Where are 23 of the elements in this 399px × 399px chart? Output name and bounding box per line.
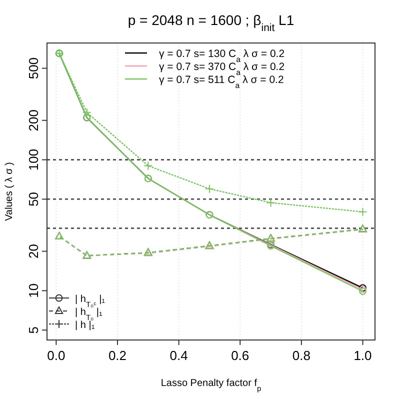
style-key: | h$_{T₀ᶜ}$ |₁ | h$_{T₀}$ |₁ | h |₁ bbox=[48, 294, 106, 331]
y-tick-label: 10 bbox=[26, 283, 41, 298]
y-axis-title: Values ( λ σ ) bbox=[4, 162, 15, 221]
x-tick-label: 1.0 bbox=[354, 348, 372, 363]
annotation: | h |₁ bbox=[75, 320, 96, 331]
y-tick-label: 5 bbox=[26, 326, 41, 334]
y-tick-label: 100 bbox=[26, 148, 41, 171]
y-tick-label: 200 bbox=[26, 110, 41, 132]
x-tick-label: 0.2 bbox=[108, 348, 127, 363]
x-tick-label: 0.4 bbox=[170, 348, 188, 363]
legend-label: γ = 0.7 s= 370 C$_{a}$ λ σ = 0.2 bbox=[159, 61, 285, 76]
y-tick-label: 500 bbox=[26, 57, 41, 80]
y-tick-label: 50 bbox=[26, 192, 41, 206]
y-tick-label: 20 bbox=[26, 244, 41, 259]
legend-label: γ = 0.7 s= 130 C$_{a}$ λ σ = 0.2 bbox=[159, 48, 285, 64]
x-axis-title: Lasso Penalty factor f$_{p}$ bbox=[160, 378, 262, 392]
chart-title: p = 2048 n = 1600 ; β$_{init}$ L1 bbox=[128, 12, 294, 34]
x-tick-label: 0.8 bbox=[292, 348, 310, 363]
annotation: | h$_{T₀ᶜ}$ |₁ bbox=[75, 294, 106, 308]
legend-label: γ = 0.7 s= 511 C$_{a}$ λ σ = 0.2 bbox=[159, 74, 284, 90]
annotation: | h$_{T₀}$ |₁ bbox=[75, 307, 104, 322]
x-tick-label: 0.6 bbox=[231, 348, 250, 363]
x-tick-label: 0.0 bbox=[47, 348, 66, 363]
